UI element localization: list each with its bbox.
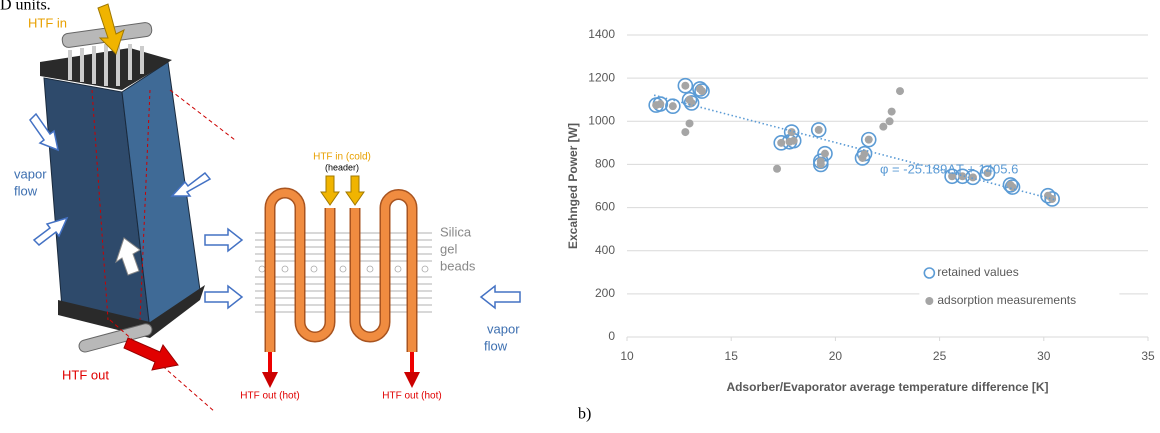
measurement-point: [887, 107, 896, 116]
measurement-point: [687, 98, 696, 107]
retained-point: [860, 131, 877, 148]
measurement-point: [1048, 194, 1057, 203]
retained-point: [665, 98, 681, 114]
measurement-point: [860, 149, 869, 158]
x-tick-label: 25: [933, 349, 947, 363]
retained-point: [1044, 191, 1060, 207]
label-silica: Silica: [440, 224, 472, 239]
legend-marker: [923, 267, 936, 279]
beads: [258, 265, 429, 273]
measurement-point: [681, 81, 690, 90]
measurement-point: [958, 172, 967, 181]
y-axis-title: Excahnged Power [W]: [566, 123, 580, 249]
header-fragment: D units.: [0, 0, 51, 14]
heat-exchanger: [29, 3, 521, 413]
measurement-point: [896, 87, 905, 96]
measurement-point: [656, 100, 665, 109]
measurement-point: [685, 119, 694, 128]
measurement-point: [816, 160, 825, 169]
trendline-label: φ = -25.189ΔT + 1405.6: [880, 161, 1018, 176]
label-htf-in-cold: HTF in (cold): [313, 152, 371, 163]
measurement-point: [698, 87, 707, 96]
measurement-point: [948, 172, 957, 181]
retained-point: [692, 81, 708, 97]
y-tick-label: 200: [595, 286, 615, 300]
x-tick-label: 15: [725, 349, 739, 363]
y-tick-label: 400: [595, 243, 615, 257]
y-tick-label: 1400: [588, 27, 615, 41]
label-beads: beads: [440, 258, 476, 273]
legend-label: adsorption measurements: [937, 293, 1076, 307]
measurement-point: [681, 128, 690, 137]
measurement-point: [773, 164, 782, 173]
retained-point: [817, 145, 833, 162]
retained-point: [677, 77, 694, 94]
y-tick-label: 600: [595, 200, 615, 214]
measurement-point: [885, 117, 894, 126]
trendline: [653, 94, 1055, 201]
retained-point: [1040, 187, 1056, 204]
measurement-point: [777, 138, 786, 147]
retained-point: [683, 95, 700, 111]
measurement-point: [789, 136, 798, 145]
label-header: (header): [325, 162, 359, 172]
measurement-point: [983, 169, 992, 178]
x-axis-title: Adsorber/Evaporator average temperature …: [726, 380, 1048, 394]
retained-point: [810, 122, 827, 138]
measurement-point: [814, 125, 823, 134]
retained-point: [979, 165, 996, 181]
fins: [255, 232, 432, 313]
label-vapor: vapor: [487, 321, 520, 336]
measurement-point: [864, 135, 873, 144]
label-htf-in: HTF in: [28, 15, 67, 30]
measurement-point: [668, 102, 677, 111]
measurement-point: [879, 122, 888, 131]
measurement-point: [820, 149, 829, 158]
retained-point: [1002, 177, 1019, 193]
x-tick-label: 20: [829, 349, 843, 363]
x-tick-label: 30: [1037, 349, 1051, 363]
legend-label: retained values: [937, 265, 1018, 279]
x-tick-label: 10: [620, 349, 634, 363]
y-tick-label: 1000: [588, 113, 615, 127]
x-tick-label: 35: [1141, 349, 1155, 363]
retained-point: [1004, 179, 1021, 195]
retained-point: [681, 91, 698, 108]
measurement-point: [968, 173, 977, 182]
panel-label: b): [578, 406, 591, 423]
tube: [262, 175, 420, 388]
y-tick-label: 1200: [588, 70, 615, 84]
legend-marker: [925, 297, 934, 305]
label-vapor: vapor: [14, 166, 47, 181]
y-tick-label: 800: [595, 157, 615, 171]
retained-point: [694, 83, 710, 99]
label-htf-out-hot: HTF out (hot): [382, 391, 441, 402]
y-tick-label: 0: [608, 329, 615, 343]
measurement-point: [787, 128, 796, 137]
label-htf-out: HTF out: [62, 367, 109, 382]
legend-box: [919, 259, 1120, 317]
label-gel: gel: [440, 241, 457, 256]
label-htf-out-hot: HTF out (hot): [240, 391, 299, 402]
label-flow: flow: [14, 183, 38, 198]
label-flow: flow: [484, 338, 508, 353]
